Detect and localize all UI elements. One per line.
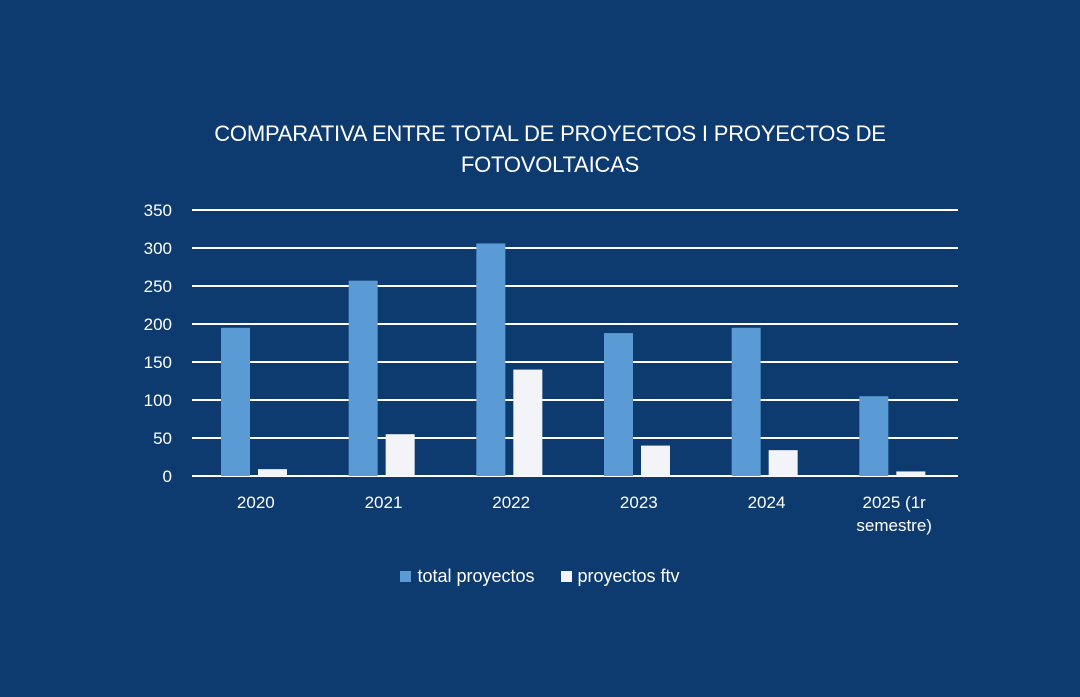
x-tick-label-line: 2020 (237, 493, 275, 512)
x-tick-label-line: 2023 (620, 493, 658, 512)
y-tick-label-300: 300 (144, 239, 172, 258)
legend-label-proyectos-ftv: proyectos ftv (577, 566, 680, 586)
x-tick-label-line: semestre) (856, 516, 932, 535)
bar-proyectos-ftv-1 (385, 434, 415, 476)
x-tick-label-line: 2024 (748, 493, 786, 512)
x-tick-label-3: 2023 (620, 493, 658, 512)
bar-total-proyectos-5 (859, 396, 889, 476)
x-tick-label-0: 2020 (237, 493, 275, 512)
bar-total-proyectos-1 (348, 280, 378, 476)
legend-swatch-proyectos-ftv (560, 571, 572, 582)
legend-label-total-proyectos: total proyectos (417, 566, 535, 586)
y-tick-label-0: 0 (163, 467, 172, 486)
bar-proyectos-ftv-4 (768, 450, 798, 476)
x-tick-label-5: 2025 (1r semestre) (856, 493, 932, 535)
x-tick-label-2: 2022 (492, 493, 530, 512)
y-tick-label-50: 50 (153, 429, 172, 448)
bar-proyectos-ftv-0 (258, 469, 287, 476)
y-tick-label-250: 250 (144, 277, 172, 296)
bar-total-proyectos-3 (604, 333, 633, 476)
y-tick-label-150: 150 (144, 353, 172, 372)
y-tick-label-200: 200 (144, 315, 172, 334)
x-tick-label-line: 2025 (1r (863, 493, 927, 512)
bar-total-proyectos-2 (476, 243, 506, 476)
chart-legend: total proyectos proyectos ftv (0, 566, 1080, 587)
x-tick-label-line: 2021 (365, 493, 403, 512)
bar-proyectos-ftv-5 (896, 471, 926, 476)
chart-title-line-2: FOTOVOLTAICAS (460, 152, 640, 177)
y-tick-label-350: 350 (144, 201, 172, 220)
legend-item-proyectos-ftv: proyectos ftv (560, 566, 680, 587)
chart-title: COMPARATIVA ENTRE TOTAL DE PROYECTOS I P… (190, 118, 910, 180)
chart-title-line-1: COMPARATIVA ENTRE TOTAL DE PROYECTOS I P… (214, 121, 886, 146)
bar-proyectos-ftv-3 (641, 445, 670, 476)
bar-total-proyectos-4 (731, 327, 761, 476)
x-tick-label-line: 2022 (492, 493, 530, 512)
legend-swatch-total-proyectos (400, 571, 412, 582)
bar-total-proyectos-0 (221, 327, 250, 476)
x-tick-label-1: 2021 (365, 493, 403, 512)
y-tick-label-100: 100 (144, 391, 172, 410)
bar-proyectos-ftv-2 (513, 369, 543, 476)
x-tick-label-4: 2024 (748, 493, 786, 512)
legend-item-total-proyectos: total proyectos (400, 566, 535, 587)
